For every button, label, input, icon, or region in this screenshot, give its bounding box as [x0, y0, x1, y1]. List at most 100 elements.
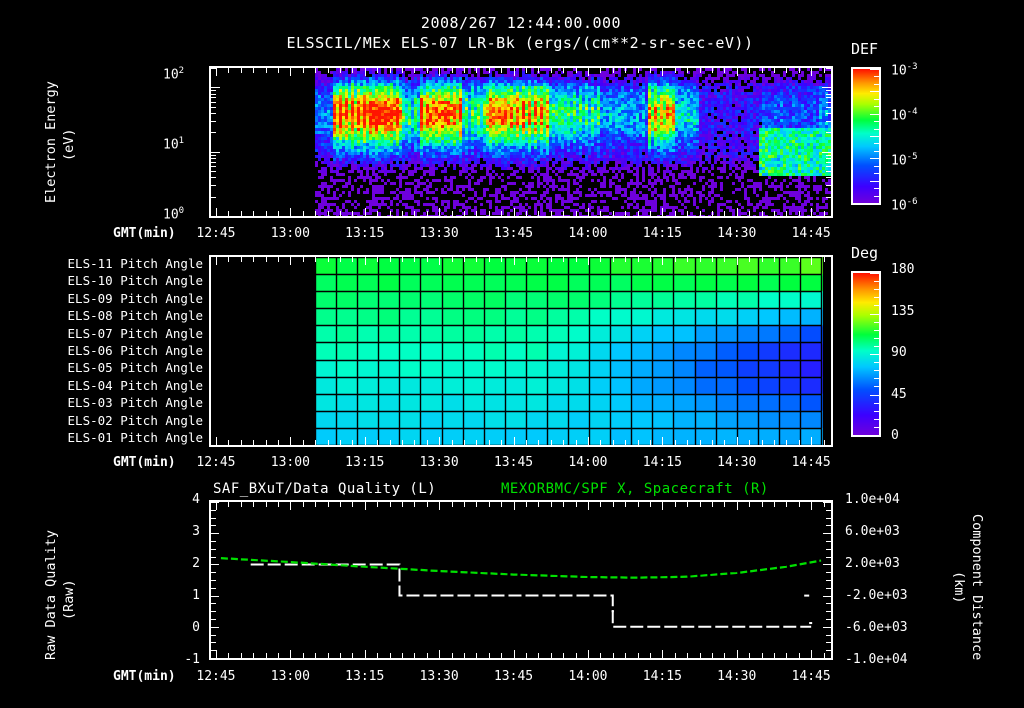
tickmark [870, 435, 879, 436]
tickmark [650, 68, 651, 73]
tickmark [737, 68, 738, 76]
tickmark [340, 68, 341, 73]
tickmark [874, 196, 879, 197]
tickmark [737, 437, 738, 445]
tickmark [439, 68, 440, 76]
tickmark [588, 502, 589, 510]
tickmark [826, 90, 831, 91]
tickmark [211, 162, 216, 163]
bot-left-ytick-3: 3 [192, 524, 200, 539]
tickmark [211, 171, 216, 172]
tickmark [786, 211, 787, 216]
tickmark [228, 440, 229, 445]
tickmark [870, 158, 879, 159]
tickmark [874, 76, 879, 77]
tickmark [211, 107, 216, 108]
tickmark [822, 216, 831, 217]
tickmark [538, 502, 539, 507]
tickmark [365, 68, 366, 76]
tickmark [340, 653, 341, 658]
pitch-angle-panel[interactable] [209, 255, 833, 447]
tickmark [786, 653, 787, 658]
tickmark [613, 68, 614, 73]
tickmark [826, 94, 831, 95]
tickmark [315, 68, 316, 73]
tickmark [786, 502, 787, 507]
deg-colorbar-tick-90: 90 [891, 345, 907, 360]
tickmark [211, 97, 216, 98]
tickmark [826, 197, 831, 198]
xtick-13-45: 13:45 [493, 226, 534, 241]
tickmark [464, 211, 465, 216]
tickmark [724, 211, 725, 216]
tickmark [377, 68, 378, 73]
tickmark [874, 346, 879, 347]
tickmark [365, 208, 366, 216]
tickmark [874, 289, 879, 290]
tickmark [352, 502, 353, 507]
tickmark [675, 68, 676, 73]
tickmark [826, 158, 831, 159]
tickmark [211, 152, 220, 153]
tickmark [662, 68, 663, 76]
tickmark [414, 211, 415, 216]
tickmark [211, 166, 216, 167]
tickmark [826, 132, 831, 133]
tickmark [526, 440, 527, 445]
tickmark [824, 502, 825, 507]
tickmark [211, 502, 219, 503]
tickmark [749, 68, 750, 73]
xtick-14-15: 14:15 [642, 226, 682, 241]
def-colorbar-tick-1e-5: 10-5 [891, 152, 918, 169]
tickmark [799, 68, 800, 73]
tickmark [823, 533, 831, 534]
tickmark [874, 427, 879, 428]
tickmark [402, 653, 403, 658]
data-quality-and-distance-panel[interactable] [209, 500, 833, 660]
tickmark [662, 257, 663, 265]
tickmark [551, 68, 552, 73]
tickmark [551, 653, 552, 658]
tickmark [826, 642, 831, 643]
tickmark [625, 257, 626, 262]
bot-xaxis-gmt-label: GMT(min) [113, 669, 176, 684]
tickmark [402, 211, 403, 216]
tickmark [563, 502, 564, 507]
def-colorbar-title: DEF [851, 40, 879, 58]
tickmark [489, 68, 490, 73]
tickmark [526, 211, 527, 216]
tickmark [774, 211, 775, 216]
deg-colorbar[interactable] [851, 271, 881, 437]
tickmark [278, 211, 279, 216]
tickmark [551, 502, 552, 507]
tickmark [613, 257, 614, 262]
tickmark [737, 502, 738, 510]
tickmark [826, 510, 831, 511]
tickmark [352, 440, 353, 445]
tickmark [340, 257, 341, 262]
electron-energy-spectrogram[interactable] [209, 66, 833, 218]
top-ytick-10: 101 [163, 136, 185, 153]
tickmark [211, 642, 216, 643]
tickmark [749, 653, 750, 658]
tickmark [414, 653, 415, 658]
tickmark [489, 211, 490, 216]
tickmark [874, 297, 879, 298]
xtick-14-00: 14:00 [568, 455, 608, 470]
tickmark [489, 502, 490, 507]
xtick-14-45: 14:45 [791, 669, 831, 684]
tickmark [826, 121, 831, 122]
top-panel-yunits: (eV) [61, 128, 77, 162]
tickmark [526, 68, 527, 73]
tickmark [811, 257, 812, 265]
tickmark [464, 68, 465, 73]
tickmark [588, 437, 589, 445]
tickmark [737, 650, 738, 658]
tickmark [211, 596, 219, 597]
tickmark [352, 257, 353, 262]
tickmark [799, 653, 800, 658]
tickmark [266, 440, 267, 445]
plot-instrument-title: ELSSCIL/MEx ELS-07 LR-Bk (ergs/(cm**2-sr… [286, 34, 754, 52]
tickmark [822, 152, 831, 153]
tickmark [427, 211, 428, 216]
